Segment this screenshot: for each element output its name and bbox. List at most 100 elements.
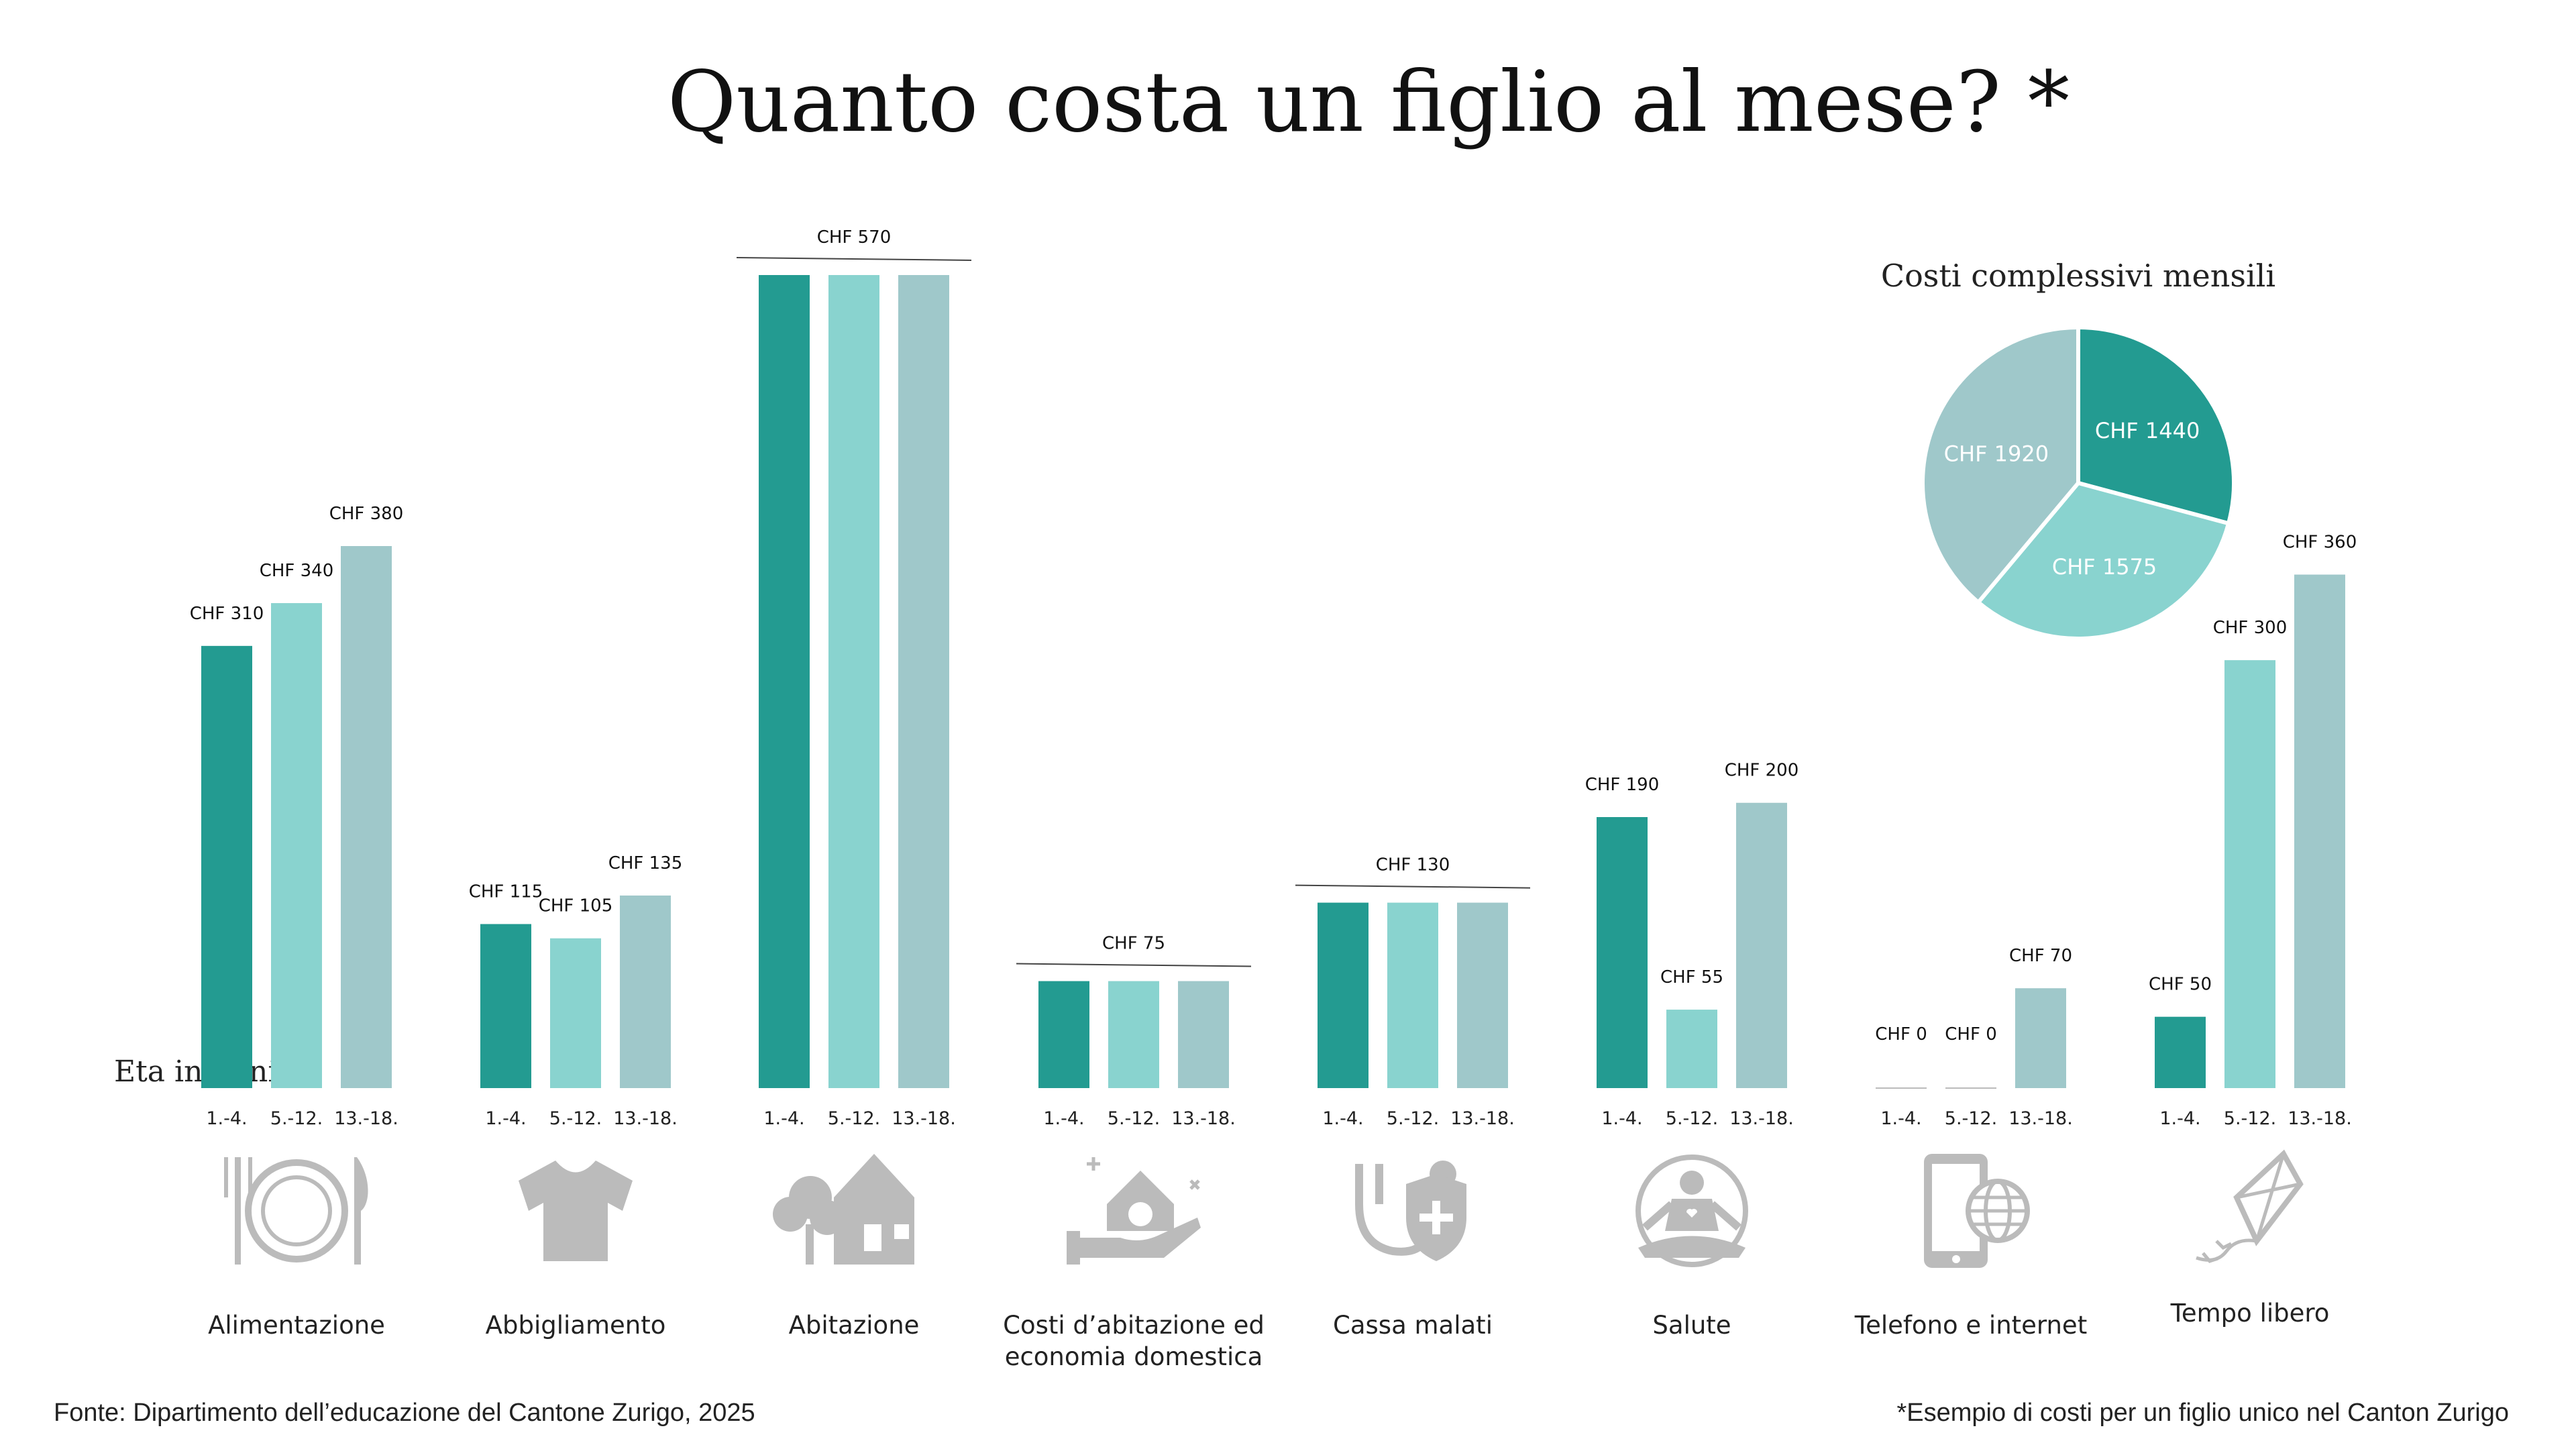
bar-group-6: 1.-4. CHF 0 5.-12. CHF 0 13.-18. CHF 70 Telefo… xyxy=(1854,946,2087,1340)
tick-label: 1.-4. xyxy=(763,1108,804,1129)
bracket-line xyxy=(1016,963,1252,967)
bar xyxy=(2155,1016,2206,1088)
category-label: Cassa malati xyxy=(1333,1311,1493,1340)
bar xyxy=(1597,817,1648,1088)
tick-label: 5.-12. xyxy=(1666,1108,1718,1129)
bar xyxy=(341,546,392,1088)
bar xyxy=(271,603,322,1088)
house-tree-icon xyxy=(773,1154,914,1265)
bar xyxy=(550,938,601,1088)
data-label: CHF 200 xyxy=(1725,761,1799,781)
bar xyxy=(1387,902,1438,1088)
data-label: CHF 130 xyxy=(1376,855,1450,875)
bar xyxy=(1178,981,1229,1088)
tick-label: 13.-18. xyxy=(1450,1108,1515,1129)
tick-label: 5.-12. xyxy=(2224,1108,2276,1129)
bar xyxy=(1318,902,1368,1088)
tick-label: 13.-18. xyxy=(1171,1108,1236,1129)
tick-label: 1.-4. xyxy=(206,1108,247,1129)
tick-label: 1.-4. xyxy=(1322,1108,1363,1129)
bar xyxy=(1666,1010,1717,1088)
bar-group-5: 1.-4. CHF 190 5.-12. CHF 55 13.-18. CHF 200 Sa… xyxy=(1585,761,1799,1340)
data-label: CHF 0 xyxy=(1945,1024,1996,1044)
category-label: Alimentazione xyxy=(208,1311,385,1340)
bar-group-2: 1.-4. 5.-12. 13.-18. CHF 570 Abitazione xyxy=(736,227,972,1340)
pie-slice-label: CHF 1920 xyxy=(1944,441,2049,467)
stethoscope-shield-icon xyxy=(1355,1161,1466,1261)
footnote: *Esempio di costi per un figlio unico ne… xyxy=(1896,1399,2509,1427)
tick-label: 13.-18. xyxy=(2288,1108,2352,1129)
bar xyxy=(1038,981,1089,1088)
tick-label: 13.-18. xyxy=(892,1108,956,1129)
pie-slice xyxy=(1921,325,2080,606)
tick-label: 1.-4. xyxy=(1601,1108,1642,1129)
shirt-icon xyxy=(519,1161,633,1261)
bar-group-0: 1.-4. CHF 310 5.-12. CHF 340 13.-18. CHF 380 A… xyxy=(190,504,404,1340)
category-label: Abitazione xyxy=(789,1311,920,1340)
bar xyxy=(1457,902,1508,1088)
data-label: CHF 190 xyxy=(1585,775,1660,795)
category-label: Salute xyxy=(1652,1311,1731,1340)
data-label: CHF 50 xyxy=(2149,975,2212,995)
y-axis-label: Eta in anni xyxy=(114,1055,277,1089)
data-label: CHF 300 xyxy=(2213,618,2288,638)
bar xyxy=(480,924,531,1088)
chart-title: Quanto costa un figlio al mese? * xyxy=(667,54,2070,151)
pie-slice-label: CHF 1440 xyxy=(2095,418,2200,443)
source-note: Fonte: Dipartimento dell’educazione del … xyxy=(54,1399,755,1427)
pie-chart: Costi complessivi mensili CHF 1440 CHF 15… xyxy=(1881,258,2275,641)
category-label: Abbigliamento xyxy=(486,1311,666,1340)
bracket-line xyxy=(1295,884,1531,889)
bracket-line xyxy=(736,257,972,261)
pie-title: Costi complessivi mensili xyxy=(1881,258,2275,294)
pie-slice-label: CHF 1575 xyxy=(2052,554,2157,580)
tick-label: 5.-12. xyxy=(1108,1108,1160,1129)
bar xyxy=(201,645,252,1088)
tick-label: 13.-18. xyxy=(1729,1108,1794,1129)
bar-group-1: 1.-4. CHF 115 5.-12. CHF 105 13.-18. CHF 135 A… xyxy=(469,853,683,1340)
data-label: CHF 0 xyxy=(1875,1024,1927,1044)
tick-label: 1.-4. xyxy=(485,1108,526,1129)
bar-chart: 1.-4. CHF 310 5.-12. CHF 340 13.-18. CHF 380 A… xyxy=(190,227,2357,1371)
data-label: CHF 75 xyxy=(1102,934,1165,954)
kite-icon xyxy=(2196,1149,2304,1263)
tick-label: 5.-12. xyxy=(1387,1108,1439,1129)
tick-label: 13.-18. xyxy=(613,1108,678,1129)
bar xyxy=(759,275,810,1088)
data-label: CHF 115 xyxy=(469,881,543,902)
category-label: Tempo libero xyxy=(2170,1299,2330,1328)
data-label: CHF 135 xyxy=(608,853,683,873)
bar-group-4: 1.-4. 5.-12. 13.-18. CHF 130 Cassa malati xyxy=(1295,855,1531,1340)
category-label: Telefono e internet xyxy=(1854,1311,2087,1340)
house-hand-icon xyxy=(1067,1157,1201,1265)
bar xyxy=(2224,660,2275,1088)
bar xyxy=(1736,802,1787,1088)
data-label: CHF 310 xyxy=(190,604,264,624)
tick-label: 1.-4. xyxy=(1043,1108,1084,1129)
data-label: CHF 55 xyxy=(1660,967,1723,987)
meditation-icon xyxy=(1635,1155,1748,1267)
tick-label: 5.-12. xyxy=(828,1108,880,1129)
data-label: CHF 380 xyxy=(329,504,404,524)
tick-label: 1.-4. xyxy=(2159,1108,2200,1129)
bar xyxy=(898,275,949,1088)
data-label: CHF 340 xyxy=(260,561,334,581)
bar-group-7: 1.-4. CHF 50 5.-12. CHF 300 13.-18. CHF 360 Te… xyxy=(2149,533,2357,1328)
bar xyxy=(2294,574,2345,1088)
bar xyxy=(828,275,879,1088)
pie-slice xyxy=(1975,480,2231,641)
phone-globe-icon xyxy=(1924,1154,2030,1268)
tick-label: 5.-12. xyxy=(1945,1108,1997,1129)
tick-label: 5.-12. xyxy=(549,1108,602,1129)
pie-slice xyxy=(2076,325,2236,526)
bar xyxy=(620,895,671,1088)
data-label: CHF 70 xyxy=(2009,946,2072,966)
tick-label: 13.-18. xyxy=(2008,1108,2073,1129)
bar xyxy=(2015,988,2066,1088)
data-label: CHF 105 xyxy=(539,896,613,916)
tick-label: 1.-4. xyxy=(1880,1108,1921,1129)
category-icons xyxy=(224,1149,2304,1268)
data-label: CHF 360 xyxy=(2283,533,2357,553)
bar xyxy=(1108,981,1159,1088)
